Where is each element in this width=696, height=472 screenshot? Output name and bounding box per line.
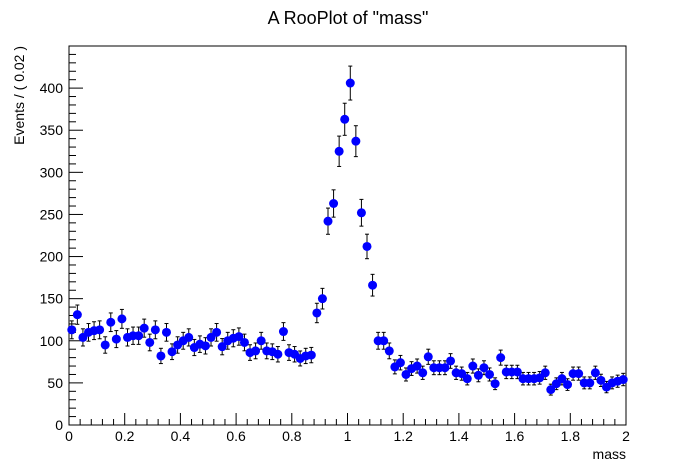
y-axis-ticks <box>69 45 83 426</box>
x-axis-tick-labels: 0 0.2 0.4 0.6 0.8 1 1.2 1.4 1.6 1.8 2 <box>65 428 630 444</box>
data-point <box>546 385 556 395</box>
y-tick-label: 350 <box>40 122 64 138</box>
data-point <box>273 349 283 359</box>
data-point <box>167 347 177 357</box>
x-axis-title: mass <box>593 446 626 462</box>
data-point <box>590 368 600 378</box>
data-point <box>200 341 210 351</box>
x-tick-label: 0.6 <box>226 428 246 444</box>
y-axis-title: Events / ( 0.02 ) <box>11 46 27 145</box>
data-point <box>618 375 628 385</box>
data-point <box>234 332 244 342</box>
x-tick-label: 1.4 <box>449 428 469 444</box>
data-point <box>490 379 500 389</box>
data-point <box>440 363 450 373</box>
chart-title: A RooPlot of "mass" <box>268 8 429 28</box>
data-point <box>67 325 77 335</box>
x-tick-label: 0.8 <box>282 428 302 444</box>
data-point <box>368 280 378 290</box>
data-point <box>256 336 266 346</box>
y-tick-label: 400 <box>40 80 64 96</box>
data-point <box>145 337 155 347</box>
data-point <box>395 358 405 368</box>
x-tick-label: 0.2 <box>115 428 135 444</box>
x-tick-label: 1 <box>344 428 352 444</box>
x-tick-label: 2 <box>622 428 630 444</box>
data-point <box>217 342 227 352</box>
data-point <box>485 369 495 379</box>
data-point <box>72 310 82 320</box>
data-point <box>184 332 194 342</box>
data-point <box>329 198 339 208</box>
data-point <box>251 346 261 356</box>
data-point <box>239 337 249 347</box>
data-point <box>379 336 389 346</box>
data-point <box>574 369 584 379</box>
data-point <box>412 361 422 371</box>
data-point <box>340 114 350 124</box>
data-point <box>462 374 472 384</box>
data-points <box>67 78 628 395</box>
data-point <box>156 351 166 361</box>
data-point <box>278 327 288 337</box>
data-point <box>95 325 105 335</box>
data-point <box>111 334 121 344</box>
data-point <box>134 331 144 341</box>
y-axis-tick-labels: 0 50 100 150 200 250 300 350 400 <box>40 80 64 433</box>
data-point <box>468 361 478 371</box>
x-axis-ticks <box>68 413 627 425</box>
x-tick-label: 1.6 <box>505 428 525 444</box>
data-point <box>351 136 361 146</box>
data-point <box>356 208 366 218</box>
data-point <box>317 294 327 304</box>
data-point <box>334 146 344 156</box>
x-tick-label: 1.8 <box>561 428 581 444</box>
error-bars <box>69 65 626 396</box>
y-tick-label: 50 <box>47 375 63 391</box>
data-point <box>312 308 322 318</box>
data-point <box>161 327 171 337</box>
data-point <box>423 352 433 362</box>
y-tick-label: 250 <box>40 206 64 222</box>
data-point <box>362 241 372 251</box>
plot-frame <box>68 45 627 426</box>
y-tick-label: 200 <box>40 249 64 265</box>
data-point <box>473 370 483 380</box>
data-point <box>150 325 160 335</box>
data-point <box>117 314 127 324</box>
data-point <box>100 340 110 350</box>
data-point <box>418 368 428 378</box>
data-point <box>446 356 456 366</box>
data-point <box>323 216 333 226</box>
y-tick-label: 300 <box>40 164 64 180</box>
data-point <box>306 350 316 360</box>
y-tick-label: 0 <box>55 417 63 433</box>
data-point <box>401 369 411 379</box>
data-point <box>384 346 394 356</box>
data-point <box>479 363 489 373</box>
data-point <box>563 380 573 390</box>
data-point <box>557 374 567 384</box>
y-tick-label: 100 <box>40 333 64 349</box>
data-point <box>106 317 116 327</box>
data-point <box>596 375 606 385</box>
data-point <box>585 378 595 388</box>
data-point <box>345 78 355 88</box>
data-point <box>139 323 149 333</box>
x-tick-label: 1.2 <box>393 428 413 444</box>
data-point <box>512 367 522 377</box>
x-tick-label: 0 <box>65 428 73 444</box>
data-point <box>540 368 550 378</box>
x-tick-label: 0.4 <box>171 428 191 444</box>
y-tick-label: 150 <box>40 291 64 307</box>
data-point <box>496 353 506 363</box>
data-point <box>212 327 222 337</box>
